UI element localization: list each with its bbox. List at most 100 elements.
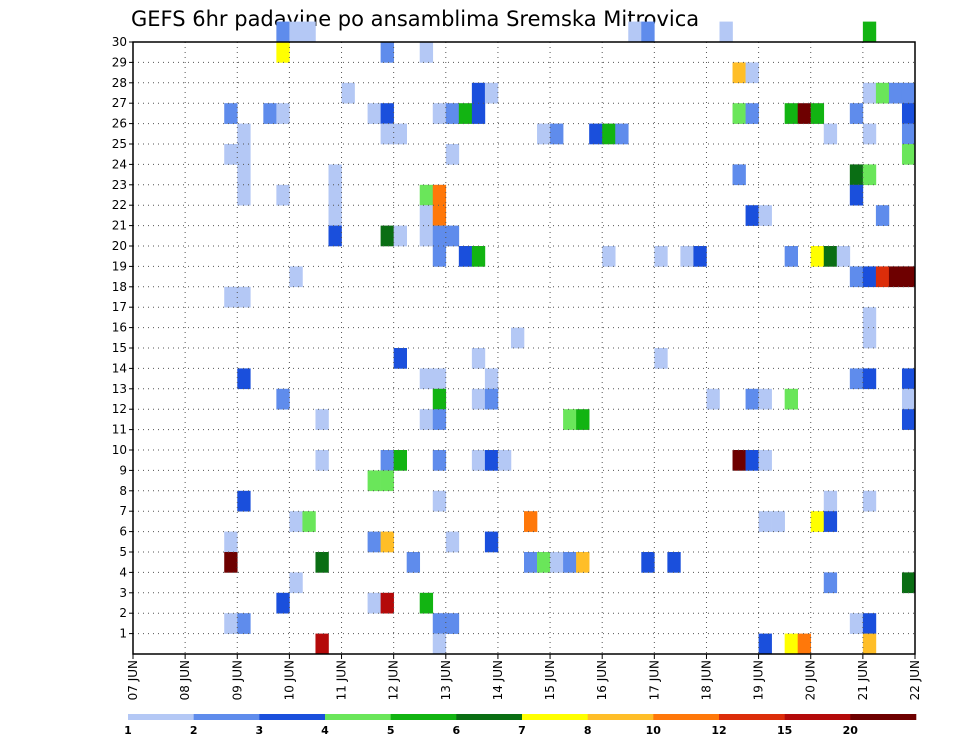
precip-cell bbox=[823, 123, 838, 145]
y-tick-label: 14 bbox=[112, 361, 127, 375]
precip-cell bbox=[602, 123, 616, 145]
x-axis: 07 JUN 08 JUN 09 JUN 10 JUN 11 JUN 12 JUN 13 J… bbox=[126, 654, 922, 700]
precip-cell bbox=[328, 205, 342, 226]
precip-cell bbox=[615, 123, 629, 145]
precip-cell bbox=[524, 552, 538, 573]
precip-cell bbox=[719, 21, 733, 43]
precip-cell bbox=[380, 225, 394, 247]
legend-label: 1 bbox=[124, 724, 132, 737]
chart-title: GEFS 6hr padavine po ansamblima Sremska … bbox=[131, 7, 699, 31]
precip-cell bbox=[237, 490, 251, 512]
precip-cell bbox=[419, 42, 434, 63]
precip-cell bbox=[432, 450, 447, 471]
precip-cell bbox=[471, 388, 486, 410]
precip-cell bbox=[602, 246, 616, 267]
precip-cell bbox=[367, 470, 381, 492]
y-tick-label: 2 bbox=[119, 606, 127, 620]
precip-cell bbox=[484, 450, 499, 471]
x-tick-label: 08 JUN bbox=[178, 660, 192, 700]
precip-cell bbox=[276, 42, 290, 63]
x-tick-label: 16 JUN bbox=[595, 660, 609, 700]
precip-cell bbox=[224, 144, 238, 165]
precip-cell bbox=[862, 164, 877, 186]
precip-cell bbox=[901, 123, 916, 145]
precip-cell bbox=[524, 511, 538, 532]
precip-cell bbox=[667, 552, 681, 573]
precip-cell bbox=[758, 450, 772, 471]
legend-label: 4 bbox=[321, 724, 329, 737]
precip-cell bbox=[628, 21, 642, 43]
legend-swatch bbox=[390, 714, 457, 720]
precip-cell bbox=[484, 82, 499, 104]
precip-cell bbox=[263, 103, 277, 124]
precip-cell bbox=[823, 572, 838, 594]
precip-cell bbox=[315, 450, 329, 471]
precip-cell bbox=[901, 368, 916, 390]
precip-cell bbox=[849, 164, 864, 186]
precip-cell bbox=[380, 470, 394, 492]
precip-cell bbox=[432, 246, 447, 267]
precip-cell bbox=[276, 21, 290, 43]
precip-cell bbox=[380, 123, 394, 145]
precip-cell bbox=[289, 266, 303, 288]
precip-cell bbox=[888, 266, 903, 288]
y-tick-label: 10 bbox=[112, 443, 127, 457]
precip-cell bbox=[862, 613, 877, 634]
precip-cell bbox=[654, 348, 668, 369]
legend-label: 8 bbox=[584, 724, 592, 737]
precip-cell bbox=[836, 246, 851, 267]
precip-cell bbox=[224, 103, 238, 124]
y-tick-label: 27 bbox=[112, 96, 127, 110]
precip-cell bbox=[849, 103, 864, 124]
precip-cell bbox=[862, 82, 877, 104]
precip-cell bbox=[237, 613, 251, 634]
precip-cell bbox=[784, 388, 798, 410]
precip-cell bbox=[315, 633, 329, 655]
precip-cell bbox=[237, 164, 251, 186]
precip-cell bbox=[901, 266, 916, 288]
precip-cell bbox=[276, 103, 290, 124]
precip-cell bbox=[237, 123, 251, 145]
precip-cell bbox=[289, 511, 303, 532]
precip-cell bbox=[901, 388, 916, 410]
precip-cell bbox=[302, 21, 316, 43]
precip-cell bbox=[380, 450, 394, 471]
precip-cell bbox=[862, 21, 877, 43]
color-legend: 1 2 3 4 5 6 7 8 10 12 15 20 bbox=[124, 714, 917, 737]
precip-cell bbox=[758, 205, 772, 226]
precip-cell bbox=[432, 103, 447, 124]
y-tick-label: 9 bbox=[119, 463, 127, 477]
y-tick-label: 24 bbox=[112, 157, 127, 171]
precip-cell bbox=[341, 82, 355, 104]
y-tick-label: 16 bbox=[112, 321, 127, 335]
precip-cell bbox=[445, 613, 460, 634]
precip-cell bbox=[849, 266, 864, 288]
precip-cell bbox=[810, 103, 825, 124]
precip-cell bbox=[901, 82, 916, 104]
precip-cell bbox=[432, 225, 447, 247]
legend-label: 5 bbox=[387, 724, 395, 737]
legend-label: 2 bbox=[190, 724, 198, 737]
precip-cell bbox=[771, 511, 785, 532]
precip-cell bbox=[823, 246, 838, 267]
legend-label: 7 bbox=[518, 724, 526, 737]
precip-cell bbox=[419, 368, 434, 390]
legend-swatch bbox=[653, 714, 720, 720]
legend-swatch bbox=[259, 714, 326, 720]
precip-cell bbox=[510, 327, 525, 349]
precip-cell bbox=[784, 103, 798, 124]
precip-cell bbox=[419, 225, 434, 247]
x-tick-label: 11 JUN bbox=[335, 660, 349, 700]
precip-cell bbox=[471, 246, 486, 267]
y-tick-label: 22 bbox=[112, 198, 127, 212]
precip-cell bbox=[224, 531, 238, 553]
precip-cell bbox=[862, 266, 877, 288]
precip-cell bbox=[445, 531, 460, 553]
precip-cell bbox=[432, 490, 447, 512]
precip-cell bbox=[380, 42, 394, 63]
legend-swatch bbox=[522, 714, 588, 720]
y-tick-label: 15 bbox=[112, 341, 127, 355]
x-tick-label: 09 JUN bbox=[230, 660, 244, 700]
precip-cell bbox=[589, 123, 603, 145]
precip-cell bbox=[393, 225, 407, 247]
